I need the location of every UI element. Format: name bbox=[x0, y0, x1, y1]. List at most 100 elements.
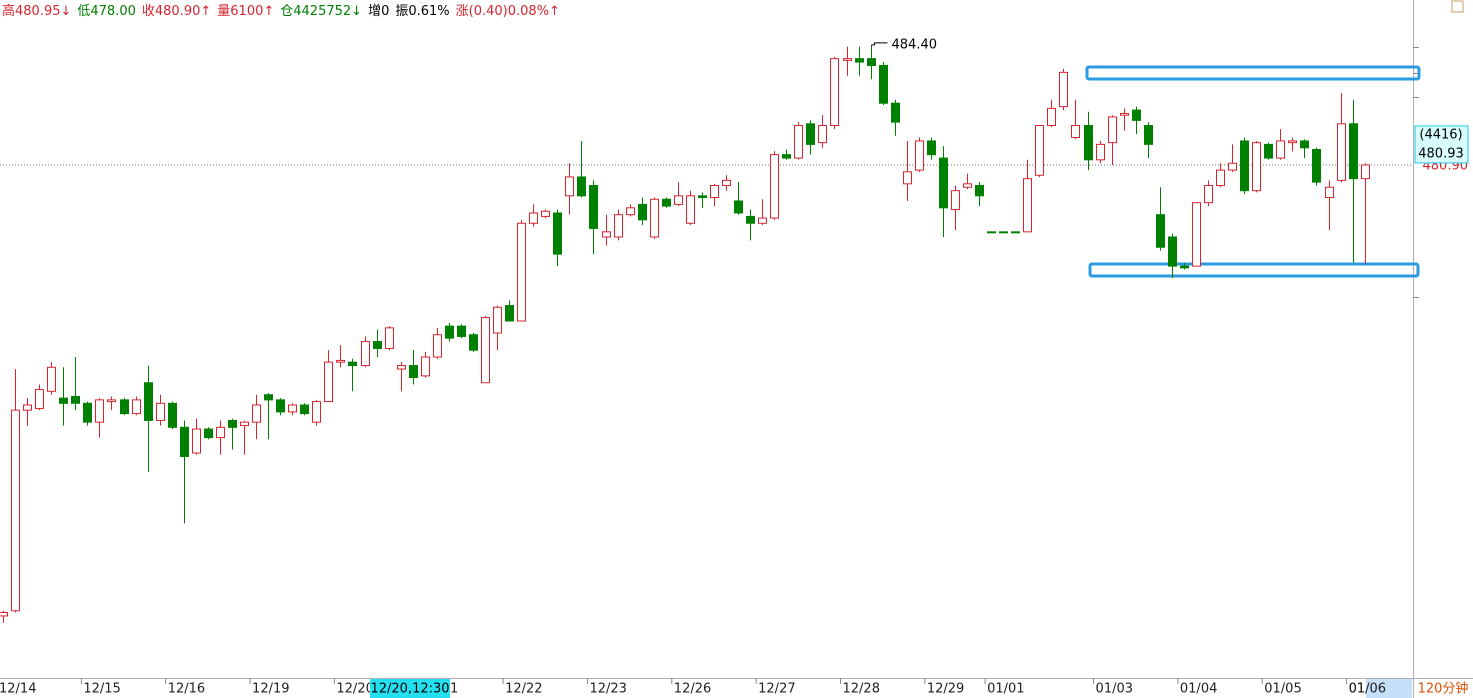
candle-body bbox=[674, 195, 683, 205]
candle-body bbox=[1023, 178, 1032, 233]
header-item: 量6100↑ bbox=[217, 4, 274, 19]
header-item: 收480.90↑ bbox=[142, 4, 211, 19]
drawn-box bbox=[1088, 262, 1420, 278]
candle-body bbox=[1192, 202, 1201, 267]
candle-body bbox=[156, 402, 165, 421]
settings-icon[interactable] bbox=[1451, 0, 1464, 13]
candle-body bbox=[1216, 169, 1225, 187]
candle-body bbox=[577, 176, 586, 197]
candle-body bbox=[348, 361, 357, 367]
candle-body bbox=[192, 428, 201, 454]
candle-body bbox=[264, 394, 273, 401]
candle-body bbox=[951, 190, 960, 211]
candle-body bbox=[469, 334, 478, 351]
candle-body bbox=[541, 210, 550, 217]
candle-body bbox=[59, 397, 68, 404]
candle-body bbox=[1059, 71, 1068, 108]
current-date-box bbox=[1366, 679, 1412, 698]
candle-body bbox=[312, 401, 321, 423]
candle-body bbox=[879, 65, 888, 104]
candle-body bbox=[1312, 149, 1321, 183]
header-item: 振0.61% bbox=[395, 4, 449, 19]
candle-body bbox=[794, 125, 803, 159]
candle-body bbox=[517, 222, 526, 322]
candle-body bbox=[1047, 107, 1056, 127]
crosshair-time: 12/20,12:30 bbox=[370, 682, 449, 697]
candle-body bbox=[240, 421, 249, 427]
header: 高480.95↓ 低478.00 收480.90↑ 量6100↑ 仓4425752↓ 增0… bbox=[2, 3, 560, 19]
candle-body bbox=[409, 365, 418, 379]
candle-body bbox=[987, 231, 996, 234]
candle-body bbox=[855, 58, 864, 63]
candle-body bbox=[686, 195, 695, 224]
candle-body bbox=[361, 341, 370, 367]
candle-body bbox=[71, 395, 80, 404]
candle-body bbox=[47, 366, 56, 392]
candle-body bbox=[891, 102, 900, 123]
header-item: 增0 bbox=[368, 4, 389, 19]
candle-body bbox=[1180, 265, 1189, 269]
x-tick-label: 01/04 bbox=[1180, 682, 1217, 697]
candle-body bbox=[999, 231, 1008, 234]
x-tick-label: 12/20 bbox=[336, 682, 373, 697]
candle-body bbox=[397, 365, 406, 370]
candle-body bbox=[204, 428, 213, 439]
candle-body bbox=[915, 140, 924, 171]
candle-body bbox=[385, 327, 394, 349]
x-tick-label-current: 01/06 bbox=[1349, 682, 1386, 697]
candle-body bbox=[746, 215, 755, 224]
candle-body bbox=[1096, 143, 1105, 161]
candle-body bbox=[1337, 123, 1346, 181]
x-tick-label: 12/22 bbox=[505, 682, 542, 697]
candle-body bbox=[0, 611, 8, 617]
header-item: 涨(0.40)0.08%↑ bbox=[456, 4, 560, 19]
candle-body bbox=[1349, 123, 1358, 180]
candle-body bbox=[1011, 231, 1020, 234]
candle-body bbox=[1361, 164, 1370, 180]
high-marker bbox=[871, 42, 888, 46]
x-tick-label: 01/03 bbox=[1096, 682, 1133, 697]
cursor-volume: (4416) bbox=[1419, 127, 1462, 142]
x-tick-label: 01/01 bbox=[987, 682, 1024, 697]
candle-body bbox=[95, 399, 104, 423]
x-tick-label: 01/05 bbox=[1264, 682, 1301, 697]
candle-body bbox=[1132, 109, 1141, 121]
candle-body bbox=[83, 402, 92, 423]
candle-body bbox=[927, 140, 936, 156]
candle-body bbox=[650, 198, 659, 238]
candle-body bbox=[120, 399, 129, 415]
x-tick-label: 12/26 bbox=[674, 682, 711, 697]
candle-body bbox=[168, 402, 177, 428]
high-label: 484.40 bbox=[892, 37, 938, 52]
candle-body bbox=[818, 125, 827, 144]
cursor-box bbox=[1414, 125, 1469, 164]
candle-body bbox=[975, 185, 984, 197]
x-tick-label: 12/29 bbox=[927, 682, 964, 697]
candle-body bbox=[1071, 125, 1080, 139]
candle-body bbox=[216, 426, 225, 439]
candle-body bbox=[1228, 162, 1237, 171]
candle-body bbox=[698, 195, 707, 199]
x-tick-label: 12/19 bbox=[252, 682, 289, 697]
candle-body bbox=[1084, 125, 1093, 161]
x-tick-label: 12/15 bbox=[83, 682, 120, 697]
candle-body bbox=[276, 399, 285, 413]
candle-body bbox=[336, 359, 345, 363]
candle-body bbox=[1240, 140, 1249, 192]
candle-body bbox=[939, 157, 948, 209]
candle-body bbox=[107, 399, 116, 403]
drawn-box bbox=[1085, 65, 1421, 81]
candle-body bbox=[132, 399, 141, 415]
candle-body bbox=[457, 325, 466, 337]
candle-body bbox=[144, 382, 153, 421]
candle-body bbox=[1276, 140, 1285, 159]
candle-body bbox=[1168, 236, 1177, 267]
candle-body bbox=[806, 123, 815, 145]
candle-body bbox=[324, 361, 333, 403]
candle-body bbox=[180, 426, 189, 457]
header-item: 仓4425752↓ bbox=[280, 4, 362, 19]
candle-body bbox=[445, 325, 454, 339]
candle-body bbox=[903, 171, 912, 185]
